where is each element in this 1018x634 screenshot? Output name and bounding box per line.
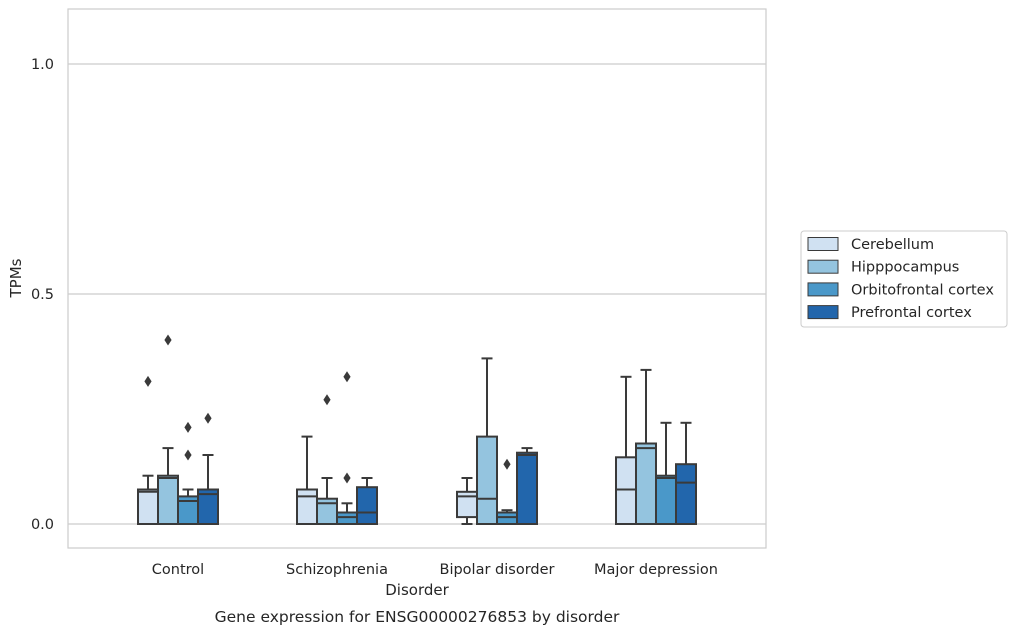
- outlier-point: [343, 472, 351, 484]
- outlier-point: [184, 449, 192, 461]
- box-iqr: [316, 497, 338, 526]
- legend-swatch: [807, 282, 839, 297]
- outlier-point: [164, 334, 172, 346]
- box-hipppocampus: [635, 368, 657, 525]
- outlier-point: [204, 412, 212, 424]
- box-cerebellum: [456, 477, 478, 525]
- box-iqr: [476, 435, 498, 526]
- box-iqr: [496, 511, 518, 525]
- legend-label: Cerebellum: [851, 237, 934, 253]
- box-iqr: [655, 474, 677, 526]
- legend-label: Hipppocampus: [851, 260, 959, 276]
- x-tick-label: Schizophrenia: [286, 562, 388, 578]
- box-prefrontal-cortex: [356, 477, 378, 526]
- box-prefrontal-cortex: [516, 447, 538, 526]
- plot-area-frame: [67, 8, 767, 549]
- box-iqr: [197, 488, 219, 525]
- y-tick-label: 0.5: [31, 287, 54, 303]
- outlier-point: [343, 371, 351, 383]
- legend-label: Orbitofrontal cortex: [851, 282, 994, 298]
- y-tick-label: 0.0: [31, 517, 54, 533]
- x-axis-label: Disorder: [385, 581, 449, 599]
- chart-caption: Gene expression for ENSG00000276853 by d…: [215, 608, 620, 626]
- box-iqr: [336, 511, 358, 525]
- box-cerebellum: [296, 435, 318, 525]
- box-cerebellum: [615, 375, 637, 525]
- legend-label: Prefrontal cortex: [851, 305, 972, 321]
- box-prefrontal-cortex: [197, 412, 219, 525]
- box-hipppocampus: [316, 394, 338, 526]
- box-plot-layer: [137, 334, 697, 526]
- gridlines: [68, 63, 766, 525]
- box-iqr: [296, 488, 318, 525]
- box-iqr: [516, 451, 538, 526]
- box-iqr: [356, 486, 378, 526]
- outlier-point: [503, 458, 511, 470]
- box-hipppocampus: [157, 334, 179, 526]
- box-iqr: [157, 474, 179, 526]
- x-tick-labels: Control Schizophrenia Bipolar disorder Majo…: [152, 562, 718, 578]
- y-tick-labels: 0.00.51.01.52.0: [31, 57, 54, 533]
- legend: Cerebellum Hipppocampus Orbitofrontal cort…: [800, 230, 1008, 328]
- legend-swatch: [807, 237, 839, 251]
- outlier-point: [323, 394, 331, 406]
- y-tick-label: 1.0: [31, 57, 54, 73]
- x-tick-label: Major depression: [594, 562, 718, 578]
- box-orbitofrontal-cortex: [177, 421, 199, 525]
- box-hipppocampus: [476, 357, 498, 526]
- box-iqr: [137, 488, 159, 525]
- y-axis-label: TPMs: [7, 258, 25, 298]
- box-prefrontal-cortex: [675, 421, 697, 526]
- x-tick-label: Control: [152, 562, 204, 578]
- box-orbitofrontal-cortex: [336, 371, 358, 525]
- box-iqr: [675, 463, 697, 526]
- box-orbitofrontal-cortex: [655, 421, 677, 526]
- box-iqr: [635, 442, 657, 525]
- outlier-point: [144, 375, 152, 387]
- legend-swatch: [807, 305, 839, 320]
- box-orbitofrontal-cortex: [496, 458, 518, 525]
- box-cerebellum: [137, 375, 159, 525]
- outlier-point: [184, 421, 192, 433]
- box-iqr: [615, 456, 637, 525]
- x-tick-label: Bipolar disorder: [440, 562, 555, 578]
- legend-frame: [800, 230, 1008, 328]
- legend-swatch: [807, 259, 839, 274]
